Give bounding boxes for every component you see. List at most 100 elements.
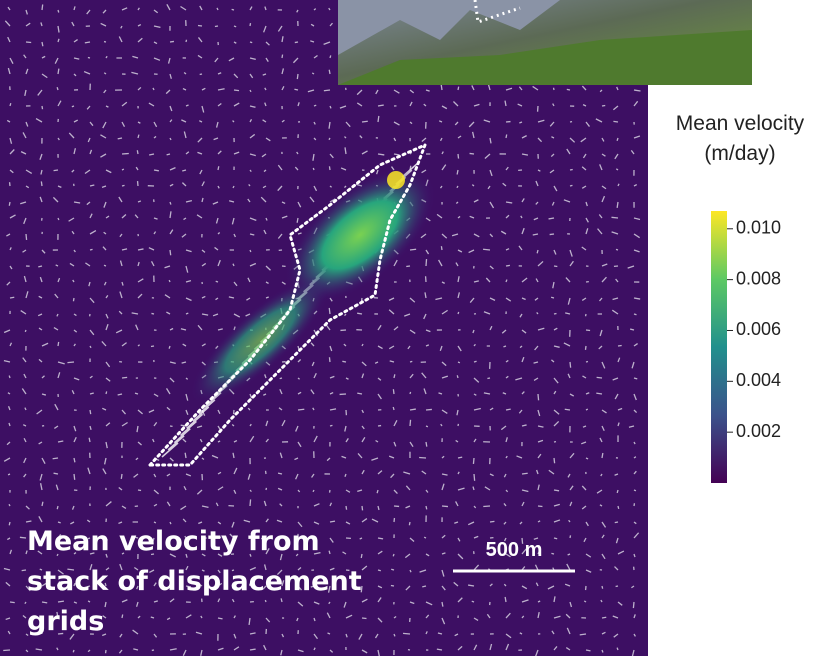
- vector: [474, 361, 477, 362]
- vector: [265, 600, 266, 602]
- vector: [458, 87, 459, 90]
- vector: [378, 154, 384, 155]
- vector: [615, 522, 618, 523]
- colorbar-tick-label: 0.002: [736, 421, 781, 441]
- vector: [90, 410, 91, 414]
- vector: [505, 597, 506, 602]
- vector: [72, 106, 74, 107]
- vector: [281, 598, 282, 602]
- vector: [391, 569, 394, 570]
- velocity-map: [0, 0, 648, 656]
- vector: [329, 138, 330, 140]
- vector: [410, 409, 416, 410]
- vector: [442, 602, 443, 607]
- vector: [360, 538, 362, 539]
- vector: [58, 10, 59, 12]
- vector: [617, 648, 618, 650]
- vector: [554, 490, 559, 491]
- vector: [472, 601, 474, 602]
- vector: [170, 522, 171, 524]
- colorbar: [711, 211, 727, 483]
- vector: [297, 218, 298, 223]
- vector: [570, 185, 572, 186]
- vector: [67, 362, 74, 363]
- vector: [10, 103, 11, 106]
- vector: [586, 361, 588, 362]
- vector: [570, 362, 571, 368]
- vector: [441, 246, 442, 250]
- vector: [611, 217, 618, 218]
- vector: [393, 389, 394, 394]
- vector: [330, 55, 331, 58]
- vector: [22, 570, 26, 571]
- vector: [218, 618, 223, 619]
- vector: [554, 458, 555, 463]
- vector: [457, 170, 458, 174]
- vector: [312, 73, 314, 74]
- vector: [42, 502, 43, 506]
- vector: [554, 538, 557, 539]
- vector: [470, 153, 474, 154]
- vector: [426, 409, 432, 410]
- vector: [329, 551, 330, 554]
- vector: [278, 473, 282, 474]
- vector: [234, 26, 236, 27]
- vector: [90, 249, 93, 250]
- vector: [538, 394, 539, 400]
- vector: [570, 535, 571, 538]
- vector: [295, 42, 298, 43]
- vector: [58, 522, 61, 523]
- vector: [394, 154, 399, 155]
- vector: [42, 42, 43, 46]
- vector: [554, 313, 556, 314]
- vector: [58, 69, 59, 74]
- vector: [378, 538, 383, 539]
- vector: [474, 474, 475, 481]
- vector: [3, 650, 10, 651]
- page: 500 m Mean velocity from stack of displa…: [0, 0, 830, 656]
- vector: [170, 202, 171, 205]
- vector: [458, 312, 459, 314]
- vector: [424, 537, 426, 538]
- colorbar-tick-label: 0.006: [736, 319, 781, 339]
- caption: Mean velocity from: [27, 526, 320, 557]
- vector: [596, 393, 602, 394]
- vector: [437, 649, 442, 650]
- vector: [8, 474, 10, 475]
- vector: [506, 409, 511, 410]
- vector: [458, 457, 462, 458]
- figure: 500 m Mean velocity from stack of displa…: [0, 0, 830, 656]
- vector: [282, 55, 283, 58]
- vector: [551, 553, 554, 554]
- vector: [613, 121, 618, 122]
- vector: [483, 506, 490, 507]
- vector: [186, 105, 189, 106]
- vector: [135, 393, 138, 394]
- colorbar-title: (m/day): [704, 142, 775, 165]
- vector: [9, 202, 10, 206]
- vector: [217, 8, 218, 10]
- vector: [137, 150, 138, 154]
- vector: [26, 234, 27, 240]
- vector: [89, 438, 90, 442]
- colorbar-tick-label: 0.010: [736, 218, 781, 238]
- vector: [250, 42, 252, 43]
- vector: [586, 458, 588, 459]
- vector: [38, 266, 42, 267]
- vector: [280, 378, 282, 379]
- vector: [170, 250, 171, 255]
- vector: [468, 585, 474, 586]
- vector: [602, 586, 603, 589]
- vector: [249, 618, 250, 625]
- vector: [170, 138, 171, 140]
- vector: [313, 490, 314, 492]
- vector: [490, 521, 494, 522]
- vector: [357, 313, 362, 314]
- vector: [391, 585, 394, 586]
- vector: [90, 346, 91, 348]
- vector: [122, 377, 127, 378]
- vector: [458, 154, 459, 159]
- vector: [519, 122, 522, 123]
- vector: [73, 650, 74, 652]
- vector: [41, 181, 42, 186]
